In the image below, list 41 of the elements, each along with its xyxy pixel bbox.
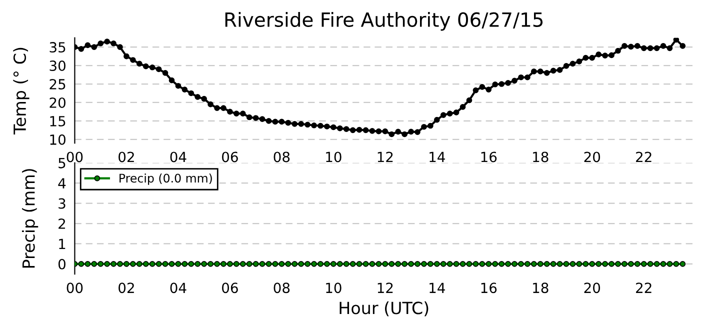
x-tick-label: 10	[326, 152, 342, 162]
x-tick-label: 00	[66, 152, 83, 162]
x-tick-label: 06	[222, 152, 238, 162]
x-tick-label: 20	[584, 282, 600, 294]
x-tick-label: 10	[326, 282, 342, 294]
legend-label: Precip (0.0 mm)	[120, 173, 212, 185]
x-tick-label: 18	[533, 152, 548, 162]
y-tick-label: 25	[50, 78, 66, 90]
x-tick-label: 14	[430, 282, 445, 293]
x-tick-label: 16	[481, 282, 497, 294]
y-tick-label: 15	[50, 116, 66, 126]
y-tick-label: 3	[58, 198, 66, 209]
y-tick-label: 30	[50, 60, 66, 72]
x-tick-label: 08	[274, 282, 290, 294]
x-tick-label: 02	[118, 282, 134, 294]
x-tick-label: 04	[170, 152, 186, 162]
y-tick-label: 1	[59, 238, 66, 250]
x-tick-label: 22	[636, 152, 652, 162]
x-tick-label: 20	[584, 152, 600, 162]
y-axis-title: Temp (° C)	[13, 48, 30, 135]
y-tick-label: 2	[58, 218, 66, 229]
chart-title: Riverside Fire Authority 06/27/15	[225, 12, 543, 31]
x-tick-label: 18	[533, 282, 548, 294]
x-tick-label: 08	[274, 152, 290, 162]
y-tick-label: 35	[50, 42, 66, 53]
x-tick-label: 04	[170, 282, 186, 294]
x-tick-label: 06	[222, 282, 238, 294]
x-tick-label: 14	[430, 152, 445, 162]
x-axis-title: Hour (UTC)	[340, 301, 428, 316]
x-tick-label: 02	[118, 152, 134, 162]
x-tick-label: 12	[378, 152, 393, 162]
y-axis-title: Precip (mm)	[22, 169, 38, 268]
y-tick-label: 0	[58, 258, 66, 270]
x-tick-label: 22	[636, 282, 652, 293]
x-tick-label: 16	[481, 152, 497, 162]
y-tick-label: 5	[58, 158, 66, 168]
y-tick-label: 20	[50, 97, 66, 108]
x-tick-label: 12	[378, 282, 393, 293]
y-tick-label: 4	[58, 178, 66, 188]
x-tick-label: 00	[66, 282, 83, 294]
y-tick-label: 10	[50, 134, 66, 145]
